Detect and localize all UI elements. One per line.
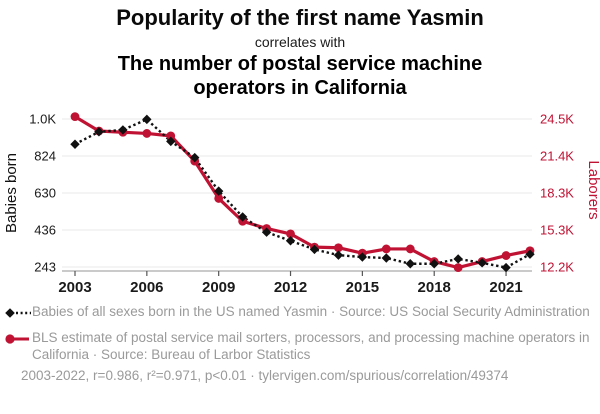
red-circle-solid-line-icon	[4, 329, 32, 350]
correlates-with-label: correlates with	[254, 34, 346, 51]
svg-text:15.3K: 15.3K	[540, 223, 574, 238]
legend-item-yasmin: Babies of all sexes born in the US named…	[4, 303, 592, 324]
stats-footer: 2003-2022, r=0.986, r²=0.971, p<0.01 · t…	[21, 368, 509, 384]
svg-text:21.4K: 21.4K	[540, 149, 574, 164]
svg-text:2015: 2015	[346, 279, 379, 296]
chart-svg: 1.0K 24.5K 824 21.4K 630 18.3K 436 15.3K 243 12.2…	[3, 112, 600, 297]
primary-title: Popularity of the first name Yasmin	[116, 5, 484, 30]
svg-text:2021: 2021	[489, 279, 522, 296]
legend: Babies of all sexes born in the US named…	[4, 303, 592, 363]
svg-text:2009: 2009	[202, 279, 235, 296]
svg-text:824: 824	[34, 149, 56, 164]
legend-label-laborers: BLS estimate of postal service mail sort…	[32, 330, 590, 363]
svg-text:2012: 2012	[274, 279, 307, 296]
svg-text:12.2K: 12.2K	[540, 260, 574, 275]
svg-text:2006: 2006	[130, 279, 163, 296]
chart-plot-area: 1.0K 24.5K 824 21.4K 630 18.3K 436 15.3K 243 12.2…	[0, 100, 600, 300]
right-axis-title: Laborers	[585, 161, 600, 220]
chart-header: Popularity of the first name Yasmin corr…	[0, 0, 600, 100]
svg-text:436: 436	[34, 223, 56, 238]
svg-text:2018: 2018	[418, 279, 451, 296]
legend-label-yasmin: Babies of all sexes born in the US named…	[32, 304, 590, 320]
svg-text:2003: 2003	[58, 279, 91, 296]
svg-text:24.5K: 24.5K	[540, 112, 574, 127]
svg-text:630: 630	[34, 186, 56, 201]
svg-text:243: 243	[34, 260, 56, 275]
svg-text:1.0K: 1.0K	[29, 112, 56, 127]
svg-text:18.3K: 18.3K	[540, 186, 574, 201]
secondary-title: The number of postal service machine ope…	[117, 53, 483, 99]
black-diamond-dotted-line-icon	[4, 303, 32, 324]
left-axis-title: Babies born	[3, 153, 20, 233]
legend-item-laborers: BLS estimate of postal service mail sort…	[4, 329, 592, 363]
